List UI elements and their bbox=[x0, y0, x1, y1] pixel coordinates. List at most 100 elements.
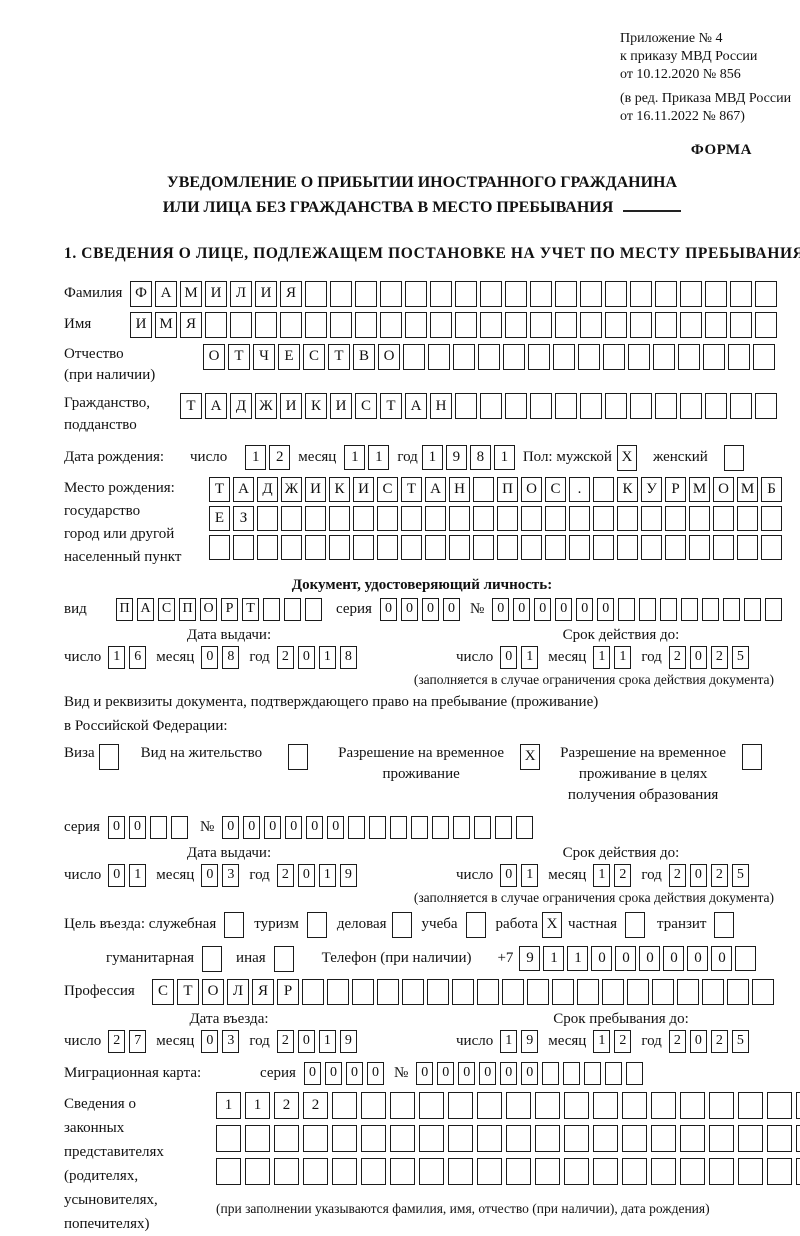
char-box[interactable] bbox=[257, 505, 278, 531]
char-box[interactable]: 1 bbox=[521, 645, 539, 669]
char-box[interactable] bbox=[618, 597, 636, 621]
char-box[interactable]: Я bbox=[280, 280, 302, 307]
char-box[interactable] bbox=[390, 1157, 415, 1185]
char-box[interactable]: 0 bbox=[615, 946, 637, 972]
char-box[interactable] bbox=[605, 311, 627, 338]
char-box[interactable]: 0 bbox=[687, 946, 709, 972]
char-box[interactable] bbox=[411, 815, 429, 839]
char-box[interactable]: Т bbox=[228, 343, 250, 370]
char-box[interactable] bbox=[449, 534, 470, 560]
char-box[interactable] bbox=[205, 311, 227, 338]
char-box[interactable] bbox=[377, 505, 398, 531]
char-box[interactable]: 7 bbox=[129, 1029, 147, 1053]
char-box[interactable] bbox=[564, 1091, 589, 1119]
char-box[interactable] bbox=[680, 393, 702, 420]
char-box[interactable] bbox=[497, 534, 518, 560]
char-box[interactable]: Ч bbox=[253, 343, 275, 370]
char-box[interactable]: 1 bbox=[318, 1029, 336, 1053]
char-box[interactable] bbox=[230, 311, 252, 338]
char-box[interactable] bbox=[755, 280, 777, 307]
char-box[interactable] bbox=[330, 280, 352, 307]
char-box[interactable]: П bbox=[179, 597, 196, 621]
char-box[interactable] bbox=[564, 1157, 589, 1185]
char-box[interactable]: Д bbox=[230, 393, 252, 420]
char-box[interactable]: 1 bbox=[216, 1091, 241, 1119]
char-box[interactable] bbox=[680, 1124, 705, 1152]
char-box[interactable]: А bbox=[205, 393, 227, 420]
char-box[interactable]: 0 bbox=[400, 597, 418, 621]
char-box[interactable] bbox=[738, 1157, 763, 1185]
char-box[interactable]: О bbox=[200, 597, 217, 621]
char-box[interactable] bbox=[639, 597, 657, 621]
char-box[interactable] bbox=[495, 815, 513, 839]
char-box[interactable]: 0 bbox=[500, 863, 518, 887]
char-box[interactable]: 9 bbox=[521, 1029, 539, 1053]
char-box[interactable]: С bbox=[377, 476, 398, 502]
char-box[interactable]: Б bbox=[761, 476, 782, 502]
char-box[interactable] bbox=[506, 1091, 531, 1119]
char-box[interactable] bbox=[477, 1091, 502, 1119]
char-box[interactable]: К bbox=[329, 476, 350, 502]
char-box[interactable]: 1 bbox=[593, 645, 611, 669]
char-box[interactable] bbox=[584, 1061, 602, 1085]
char-box[interactable] bbox=[709, 1091, 734, 1119]
char-box[interactable]: 0 bbox=[521, 1061, 539, 1085]
char-box[interactable] bbox=[680, 311, 702, 338]
char-box[interactable] bbox=[530, 280, 552, 307]
char-box[interactable] bbox=[405, 280, 427, 307]
char-box[interactable]: 3 bbox=[222, 1029, 240, 1053]
char-box[interactable] bbox=[329, 505, 350, 531]
char-box[interactable]: 0 bbox=[689, 863, 707, 887]
char-box[interactable]: А bbox=[425, 476, 446, 502]
char-box[interactable] bbox=[170, 815, 188, 839]
char-box[interactable] bbox=[255, 311, 277, 338]
char-box[interactable] bbox=[535, 1157, 560, 1185]
char-box[interactable]: 0 bbox=[222, 815, 240, 839]
char-box[interactable] bbox=[641, 534, 662, 560]
char-box[interactable] bbox=[274, 1157, 299, 1185]
char-box[interactable]: 0 bbox=[107, 815, 125, 839]
char-box[interactable]: Т bbox=[177, 978, 199, 1005]
char-box[interactable]: П bbox=[497, 476, 518, 502]
char-box[interactable]: 0 bbox=[689, 1029, 707, 1053]
char-box[interactable] bbox=[705, 280, 727, 307]
char-box[interactable]: 0 bbox=[264, 815, 282, 839]
char-box[interactable] bbox=[652, 978, 674, 1005]
char-box[interactable] bbox=[603, 343, 625, 370]
char-box[interactable]: 8 bbox=[222, 645, 240, 669]
char-box[interactable]: С bbox=[152, 978, 174, 1005]
char-box[interactable] bbox=[627, 978, 649, 1005]
char-box[interactable]: С bbox=[355, 393, 377, 420]
purpose-work-checkbox[interactable]: X bbox=[542, 911, 563, 938]
char-box[interactable] bbox=[305, 597, 322, 621]
char-box[interactable]: 2 bbox=[274, 1091, 299, 1119]
char-box[interactable] bbox=[655, 311, 677, 338]
char-box[interactable]: О bbox=[378, 343, 400, 370]
char-box[interactable]: 0 bbox=[597, 597, 615, 621]
char-box[interactable] bbox=[580, 311, 602, 338]
char-box[interactable]: Л bbox=[230, 280, 252, 307]
char-box[interactable] bbox=[545, 505, 566, 531]
char-box[interactable] bbox=[305, 505, 326, 531]
char-box[interactable]: 0 bbox=[201, 645, 219, 669]
char-box[interactable]: 9 bbox=[339, 863, 357, 887]
char-box[interactable]: 0 bbox=[327, 815, 345, 839]
char-box[interactable]: 0 bbox=[689, 645, 707, 669]
char-box[interactable] bbox=[403, 343, 425, 370]
char-box[interactable] bbox=[530, 311, 552, 338]
char-box[interactable]: 0 bbox=[303, 1061, 321, 1085]
char-box[interactable] bbox=[680, 1157, 705, 1185]
char-box[interactable] bbox=[564, 1124, 589, 1152]
char-box[interactable] bbox=[580, 280, 602, 307]
char-box[interactable] bbox=[578, 343, 600, 370]
char-box[interactable] bbox=[330, 311, 352, 338]
